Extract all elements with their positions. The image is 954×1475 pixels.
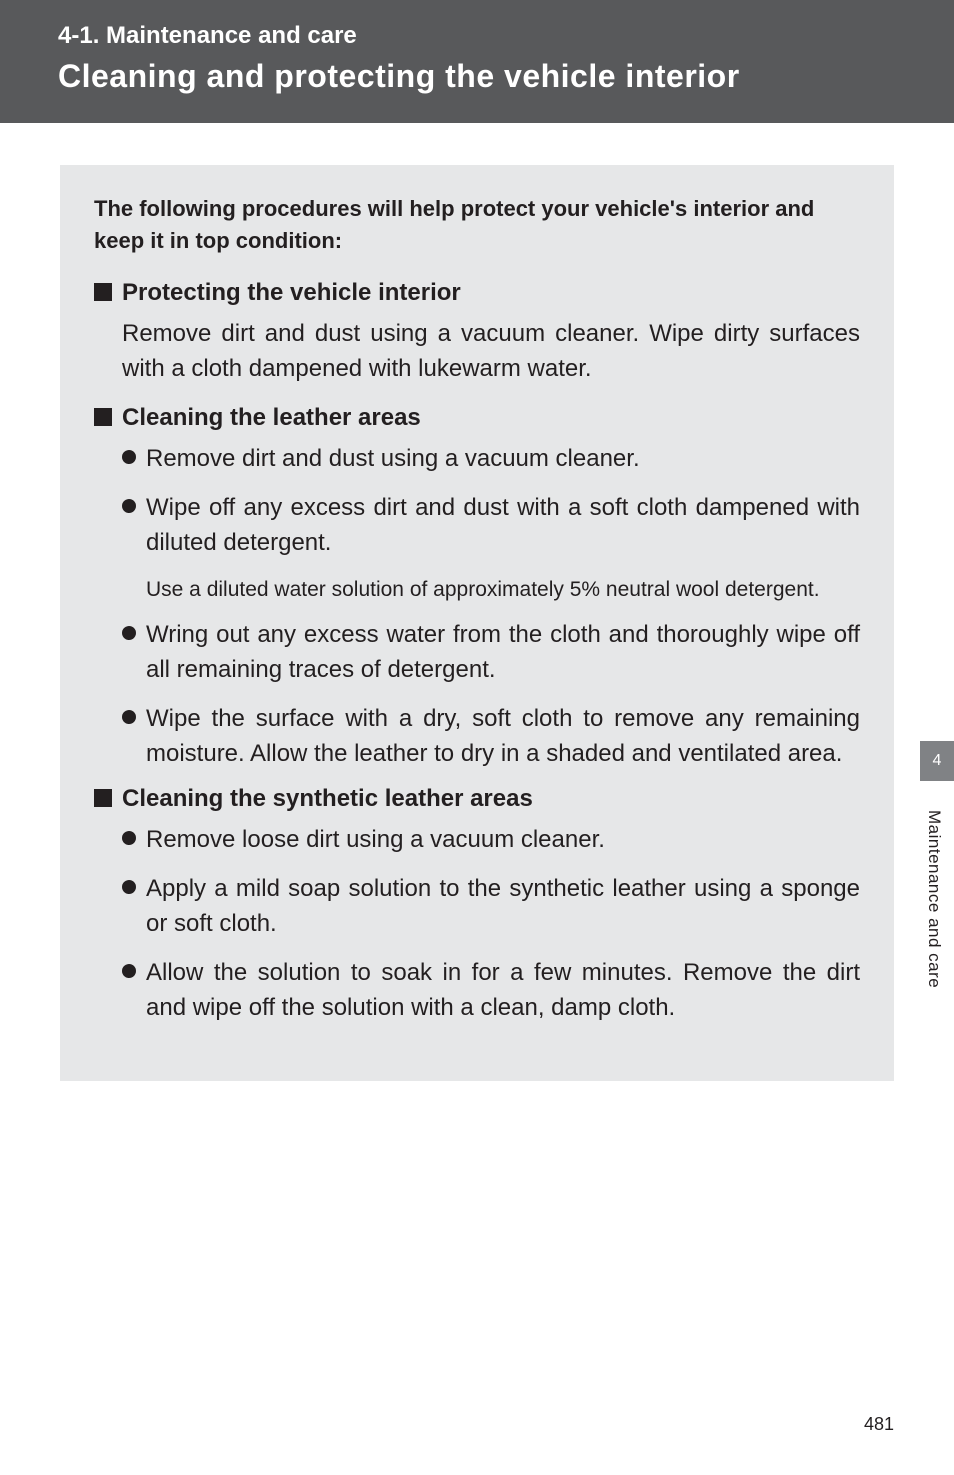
side-label: Maintenance and care [924,810,944,988]
circle-bullet-icon [122,964,136,978]
bullet-item: Wipe the surface with a dry, soft cloth … [122,702,860,772]
circle-bullet-icon [122,626,136,640]
side-tab: 4 [920,741,954,781]
intro-text: The following procedures will help prote… [94,193,860,257]
bullet-item: Allow the solution to soak in for a few … [122,956,860,1026]
square-bullet-icon [94,283,112,301]
circle-bullet-icon [122,499,136,513]
bullet-item: Remove loose dirt using a vacuum cleaner… [122,823,860,858]
bullet-text: Apply a mild soap solution to the synthe… [146,872,860,942]
bullet-text: Wring out any excess water from the clot… [146,618,860,688]
circle-bullet-icon [122,710,136,724]
section-heading: Cleaning the leather areas [94,404,860,432]
page-number: 481 [864,1414,894,1435]
section-title: Protecting the vehicle interior [122,279,461,307]
content-box: The following procedures will help prote… [60,165,894,1081]
header-bar: 4-1. Maintenance and care Cleaning and p… [0,0,954,123]
section-heading: Cleaning the synthetic leather areas [94,785,860,813]
bullet-text: Wipe off any excess dirt and dust with a… [146,491,860,561]
side-tab-number: 4 [933,752,942,770]
bullet-item: Apply a mild soap solution to the synthe… [122,872,860,942]
chapter-title: Cleaning and protecting the vehicle inte… [58,58,954,95]
circle-bullet-icon [122,880,136,894]
bullet-text: Remove loose dirt using a vacuum cleaner… [146,823,860,858]
section-title: Cleaning the leather areas [122,404,421,432]
section-title: Cleaning the synthetic leather areas [122,785,533,813]
bullet-item: Remove dirt and dust using a vacuum clea… [122,442,860,477]
bullet-item: Wring out any excess water from the clot… [122,618,860,688]
section-label: 4-1. Maintenance and care [58,22,954,50]
bullet-text: Allow the solution to soak in for a few … [146,956,860,1026]
bullet-text: Wipe the surface with a dry, soft cloth … [146,702,860,772]
circle-bullet-icon [122,831,136,845]
bullet-item: Wipe off any excess dirt and dust with a… [122,491,860,561]
bullet-text: Remove dirt and dust using a vacuum clea… [146,442,860,477]
section-body: Remove dirt and dust using a vacuum clea… [122,317,860,387]
square-bullet-icon [94,408,112,426]
section-heading: Protecting the vehicle interior [94,279,860,307]
circle-bullet-icon [122,450,136,464]
square-bullet-icon [94,789,112,807]
sub-note: Use a diluted water solution of approxim… [146,575,860,604]
